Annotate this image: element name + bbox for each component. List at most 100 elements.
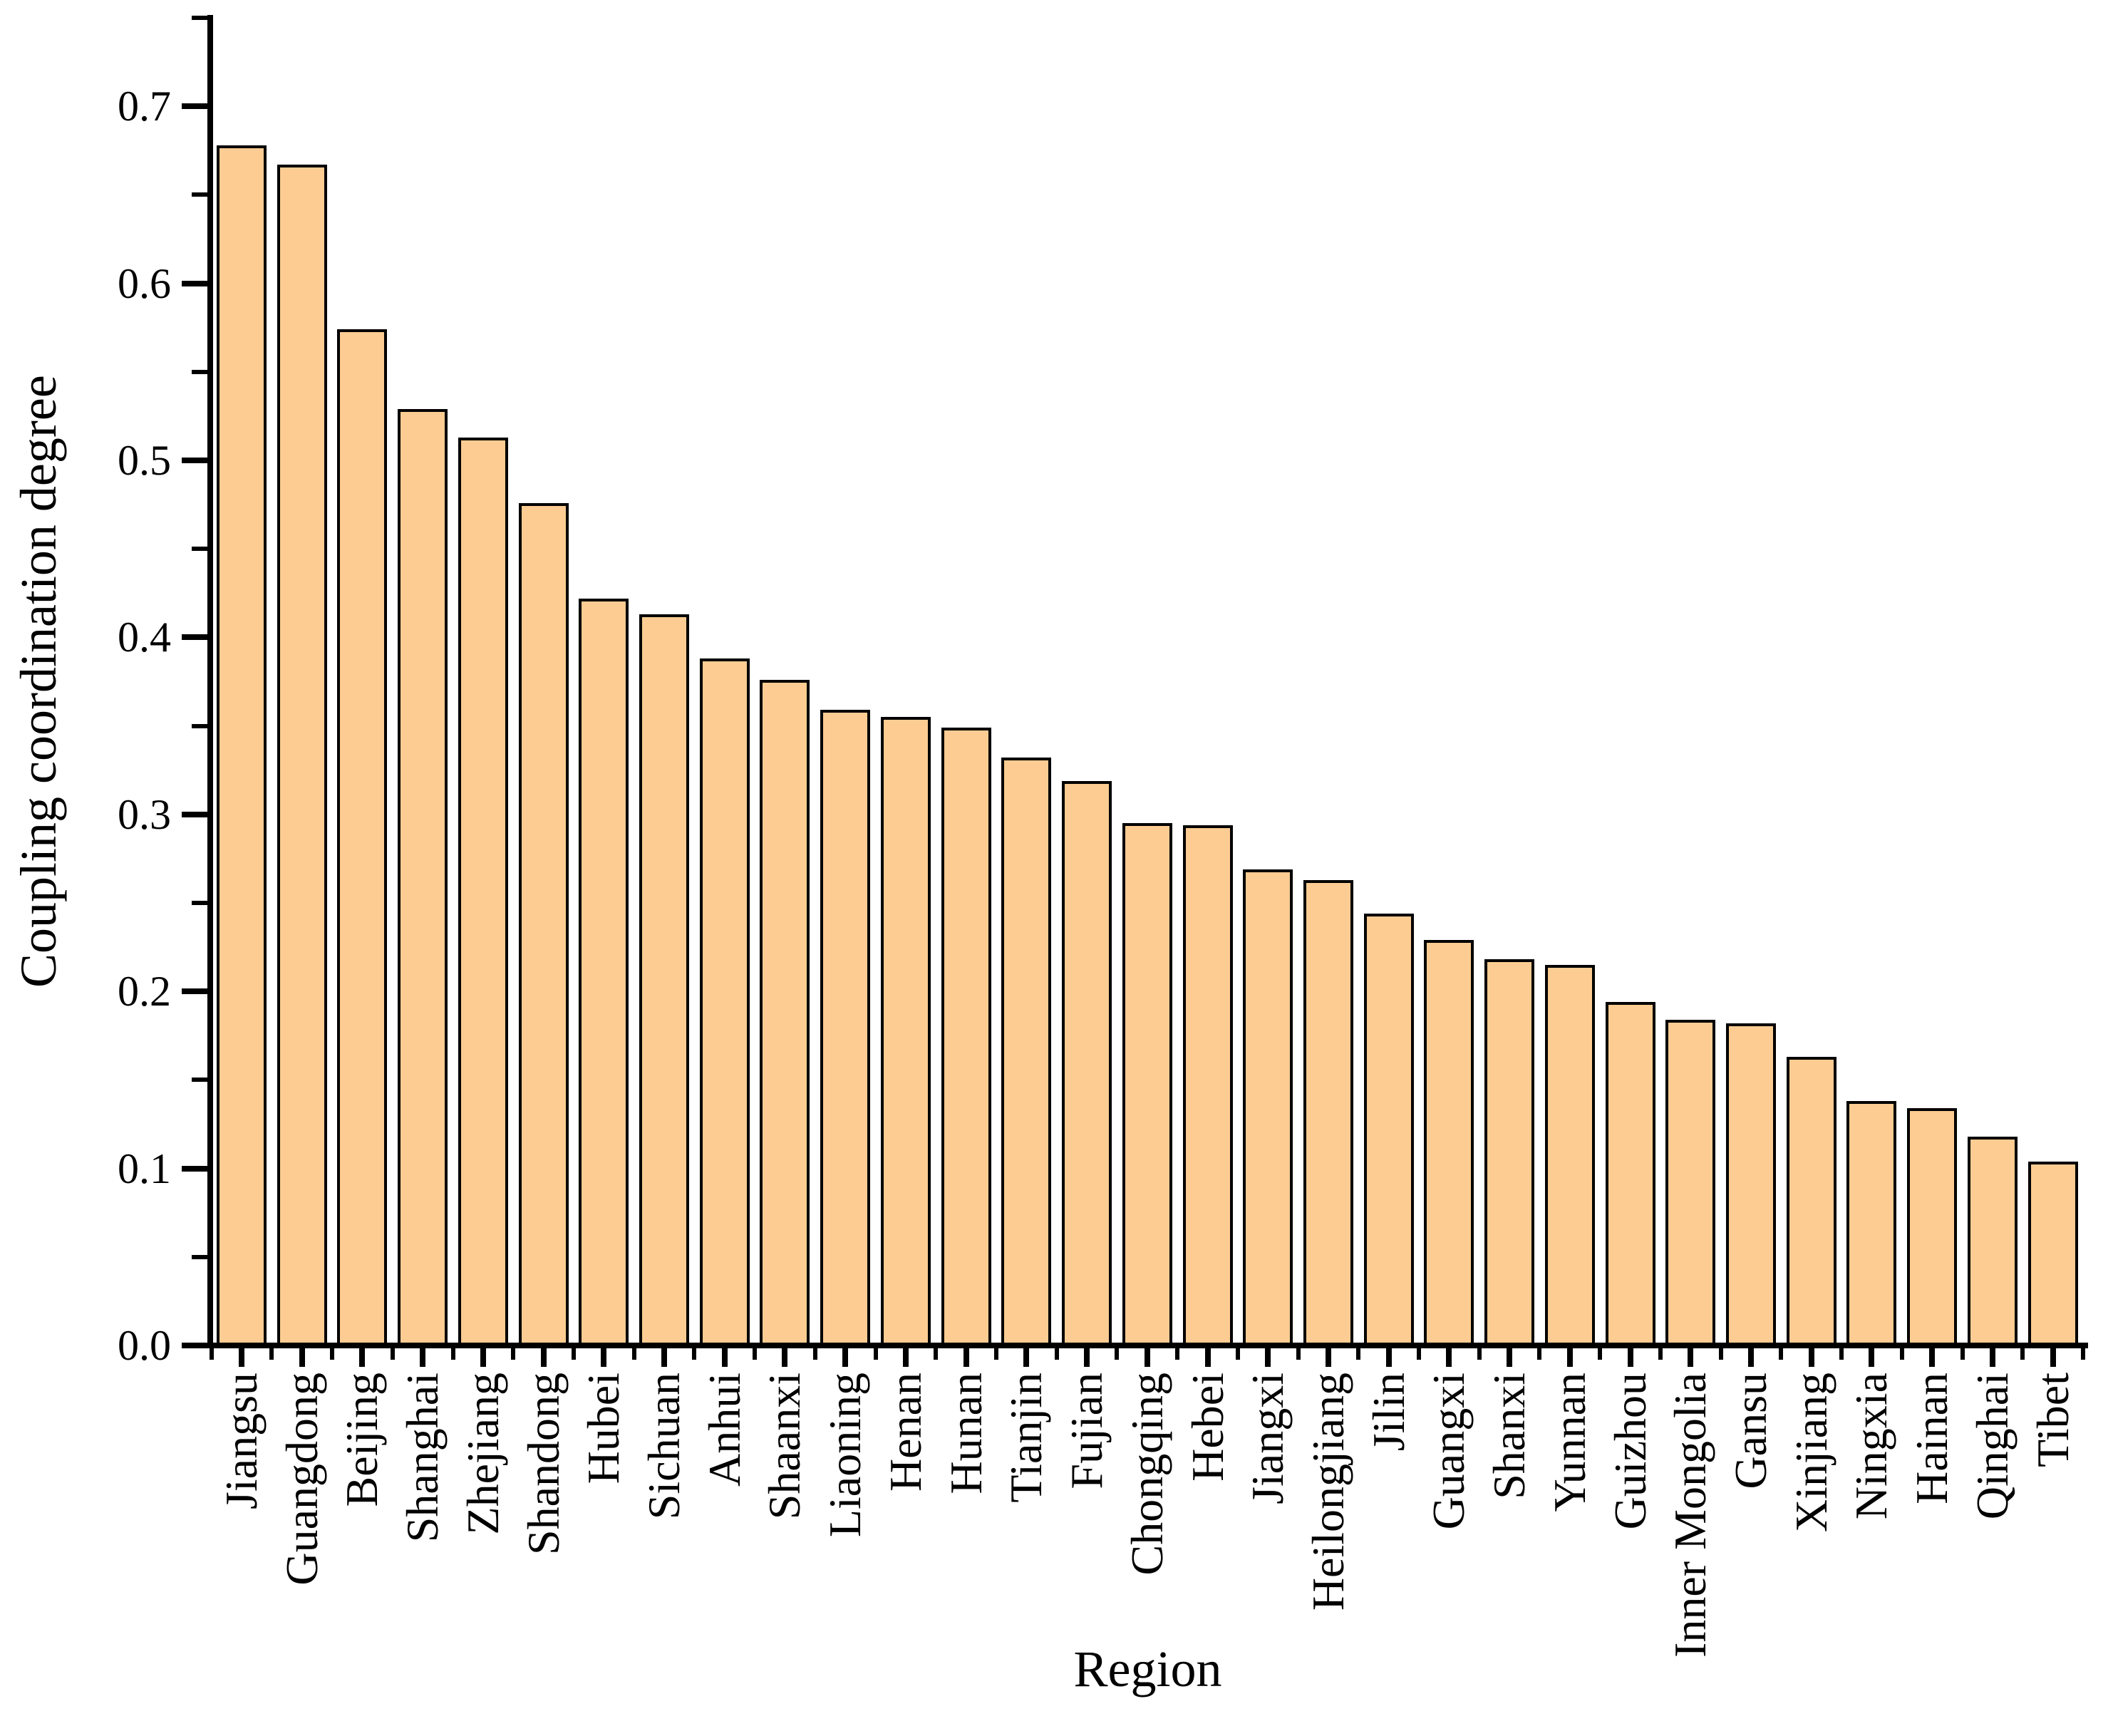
x-tick-label-gansu: Gansu (1725, 1373, 1776, 1489)
y-tick-label-0.0: 0.0 (118, 1322, 171, 1369)
bar-hunan (941, 728, 991, 1348)
bar-yunnan (1544, 964, 1595, 1348)
bar-hubei (579, 598, 629, 1348)
x-minor-tick-28 (1960, 1348, 1965, 1360)
x-axis-title: Region (1073, 1641, 1222, 1698)
x-tick-label-chongqing: Chongqing (1121, 1373, 1172, 1576)
x-tick-label-guangxi: Guangxi (1423, 1373, 1474, 1530)
x-major-tick-liaoning (842, 1348, 849, 1367)
x-minor-tick-8 (753, 1348, 758, 1360)
bar-hainan (1907, 1108, 1958, 1348)
x-major-tick-guangxi (1446, 1348, 1452, 1367)
x-minor-tick-7 (692, 1348, 697, 1360)
x-minor-tick-21 (1537, 1348, 1542, 1360)
x-tick-label-zhejiang: Zhejiang (457, 1373, 508, 1535)
x-minor-tick-25 (1779, 1348, 1784, 1360)
y-tick-label-0.2: 0.2 (118, 968, 171, 1016)
bar-beijing (337, 329, 388, 1348)
x-major-tick-guangdong (299, 1348, 305, 1367)
x-major-tick-yunnan (1566, 1348, 1573, 1367)
y-minor-tick-0.25 (192, 901, 207, 905)
bar-zhejiang (458, 437, 508, 1348)
x-major-tick-hunan (963, 1348, 969, 1367)
x-minor-tick-16 (1235, 1348, 1240, 1360)
x-major-tick-jilin (1385, 1348, 1392, 1367)
bar-shanghai (398, 408, 448, 1348)
x-minor-tick-5 (571, 1348, 576, 1360)
bar-tianjin (1001, 758, 1052, 1348)
x-major-tick-gansu (1748, 1348, 1754, 1367)
bar-tibet (2027, 1161, 2078, 1348)
bar-guizhou (1605, 1002, 1655, 1348)
x-tick-label-qinghai: Qinghai (1966, 1373, 2018, 1520)
y-minor-tick-0.75 (192, 16, 207, 20)
y-axis-line (207, 15, 213, 1348)
y-minor-tick-0.45 (192, 547, 207, 552)
bar-jiangxi (1243, 869, 1293, 1348)
x-tick-label-tibet: Tibet (2027, 1373, 2078, 1467)
x-minor-tick-6 (631, 1348, 636, 1360)
y-major-tick-0.4 (182, 634, 207, 641)
bar-shaanxi (760, 680, 810, 1348)
x-minor-tick-1 (330, 1348, 335, 1360)
x-minor-tick-12 (994, 1348, 998, 1360)
x-major-tick-shanghai (420, 1348, 426, 1367)
x-major-tick-henan (902, 1348, 909, 1367)
x-major-tick-anhui (721, 1348, 728, 1367)
x-tick-label-xinjiang: Xinjiang (1785, 1373, 1836, 1532)
y-tick-label-0.1: 0.1 (118, 1145, 171, 1192)
x-major-tick-ningxia (1869, 1348, 1875, 1367)
x-minor-tick-0 (269, 1348, 274, 1360)
bar-ningxia (1846, 1101, 1897, 1348)
x-minor-tick-start (209, 1348, 214, 1360)
x-minor-tick-30 (2080, 1348, 2085, 1360)
x-tick-label-hubei: Hubei (578, 1373, 629, 1484)
y-major-tick-0.0 (182, 1343, 207, 1348)
x-major-tick-inner-mongolia (1688, 1348, 1694, 1367)
x-minor-tick-23 (1658, 1348, 1663, 1360)
x-major-tick-jiangxi (1265, 1348, 1271, 1367)
bar-gansu (1726, 1023, 1776, 1348)
bar-qinghai (1967, 1136, 2018, 1348)
x-tick-label-hainan: Hainan (1906, 1373, 1958, 1504)
x-tick-label-jiangsu: Jiangsu (216, 1373, 267, 1509)
x-major-tick-chongqing (1144, 1348, 1150, 1367)
x-minor-tick-15 (1175, 1348, 1180, 1360)
x-tick-label-heilongjiang: Heilongjiang (1302, 1373, 1353, 1611)
y-major-tick-0.1 (182, 1165, 207, 1172)
x-minor-tick-11 (934, 1348, 939, 1360)
y-major-tick-0.2 (182, 988, 207, 995)
x-minor-tick-13 (1054, 1348, 1059, 1360)
bar-fujian (1062, 780, 1112, 1348)
x-tick-label-sichuan: Sichuan (639, 1373, 690, 1520)
bar-jilin (1363, 913, 1414, 1348)
x-tick-label-yunnan: Yunnan (1544, 1373, 1595, 1512)
y-minor-tick-0.35 (192, 723, 207, 728)
x-minor-tick-18 (1356, 1348, 1361, 1360)
x-minor-tick-27 (1899, 1348, 1904, 1360)
y-tick-label-0.5: 0.5 (118, 437, 171, 484)
x-minor-tick-10 (873, 1348, 878, 1360)
x-minor-tick-19 (1417, 1348, 1422, 1360)
x-tick-label-hebei: Hebei (1182, 1373, 1233, 1482)
x-minor-tick-9 (812, 1348, 817, 1360)
x-tick-label-shaanxi: Shaanxi (759, 1373, 810, 1520)
x-tick-label-tianjin: Tianjin (1001, 1373, 1052, 1503)
bar-sichuan (639, 614, 690, 1348)
x-minor-tick-20 (1477, 1348, 1482, 1360)
x-minor-tick-17 (1296, 1348, 1301, 1360)
x-tick-label-shanghai: Shanghai (397, 1373, 448, 1543)
x-major-tick-guizhou (1627, 1348, 1633, 1367)
x-minor-tick-3 (450, 1348, 455, 1360)
bar-hebei (1182, 825, 1233, 1348)
x-tick-label-guangdong: Guangdong (276, 1373, 327, 1586)
x-tick-label-beijing: Beijing (336, 1373, 388, 1507)
bar-henan (880, 717, 931, 1348)
x-major-tick-sichuan (661, 1348, 668, 1367)
x-major-tick-tianjin (1023, 1348, 1030, 1367)
bar-liaoning (820, 710, 871, 1348)
x-tick-label-liaoning: Liaoning (820, 1373, 871, 1538)
y-major-tick-0.6 (182, 280, 207, 286)
